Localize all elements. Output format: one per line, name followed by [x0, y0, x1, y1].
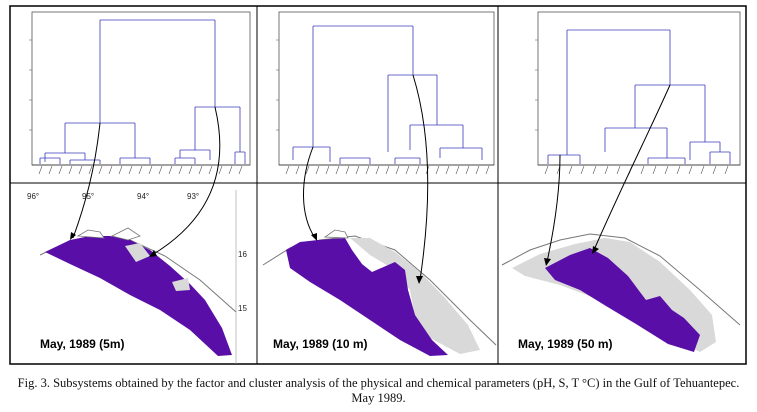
arrow-50m-1 — [546, 154, 561, 263]
arrow-10m-1 — [303, 146, 316, 239]
arrow-10m-2 — [412, 74, 429, 281]
latitude-label: 16 — [238, 250, 247, 259]
figure-frame — [9, 5, 747, 365]
coast-50m — [501, 233, 741, 326]
subsystem-b-5m — [125, 243, 190, 291]
subsystem-a-10m — [286, 238, 448, 356]
panel-label-50m: May, 1989 (50 m) — [518, 337, 613, 351]
subsystem-b-10m — [350, 238, 480, 354]
panel-label-10m: May, 1989 (10 m) — [273, 337, 368, 351]
dendrogram-50m — [537, 11, 741, 166]
map-5m — [39, 106, 237, 364]
subsystem-a-5m — [45, 236, 232, 356]
arrow-50m-2 — [593, 84, 671, 251]
longitude-label: 96° — [27, 192, 40, 201]
arrow-5m-1 — [72, 122, 101, 239]
subsystem-a-50m — [545, 248, 700, 352]
lagoons-10m — [323, 229, 349, 239]
longitude-label: 93° — [187, 192, 200, 201]
dendrogram-50m-ticks — [535, 39, 729, 175]
arrow-5m-2 — [151, 106, 221, 256]
figure-caption: Fig. 3. Subsystems obtained by the facto… — [17, 376, 740, 405]
longitude-label: 95° — [82, 192, 95, 201]
latitude-label: 15 — [238, 304, 247, 313]
figure-graphic — [9, 5, 747, 365]
map-50m — [501, 84, 741, 352]
longitude-label: 94° — [137, 192, 150, 201]
lagoons-5m — [76, 227, 141, 241]
dendrogram-5m-ticks — [29, 39, 243, 175]
map-10m — [262, 74, 497, 356]
panel-label-5m: May, 1989 (5m) — [40, 337, 125, 351]
dendrogram-10m-ticks — [276, 39, 490, 175]
dendrogram-5m — [31, 11, 251, 166]
dendrogram-10m — [278, 11, 495, 166]
